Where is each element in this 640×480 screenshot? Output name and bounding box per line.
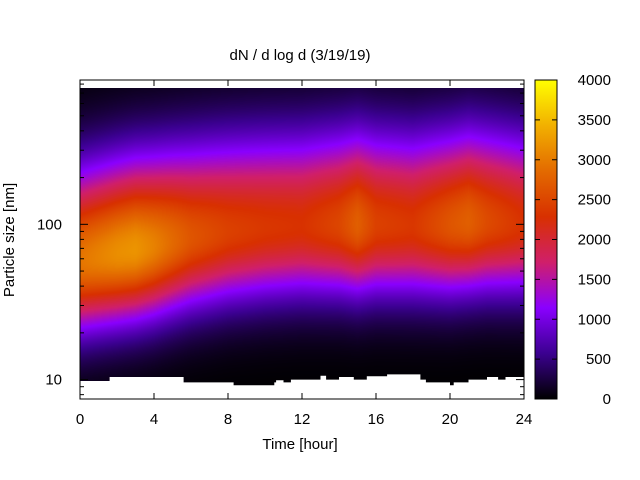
colorbar-gradient <box>535 80 557 399</box>
colorbar-tick-label: 500 <box>586 351 611 368</box>
x-tick-label: 16 <box>368 411 385 428</box>
lower-cutoff-mask <box>80 374 524 399</box>
colorbar: 0 500 1000 1500 2000 2500 3000 3500 4000 <box>534 72 611 408</box>
y-axis: 10 100 <box>37 83 524 396</box>
colorbar-tick-label: 3500 <box>578 112 611 129</box>
heatmap-image <box>80 88 524 399</box>
colorbar-tick-label: 2500 <box>578 192 611 209</box>
colorbar-tick-label: 2000 <box>578 232 611 249</box>
y-axis-label: Particle size [nm] <box>1 183 18 297</box>
x-tick-label: 12 <box>294 411 311 428</box>
chart-title: dN / d log d (3/19/19) <box>230 47 371 64</box>
colorbar-tick-label: 3000 <box>578 152 611 169</box>
colorbar-tick-label: 1500 <box>578 271 611 288</box>
x-tick-label: 24 <box>516 411 533 428</box>
y-tick-label: 100 <box>37 216 62 233</box>
x-tick-label: 8 <box>224 411 232 428</box>
heatmap-area <box>80 80 524 399</box>
x-tick-label: 4 <box>150 411 158 428</box>
x-tick-label: 20 <box>442 411 459 428</box>
x-tick-label: 0 <box>76 411 84 428</box>
x-axis-label: Time [hour] <box>262 436 337 453</box>
colorbar-tick-label: 0 <box>603 391 611 408</box>
colorbar-ticks: 0 500 1000 1500 2000 2500 3000 3500 4000 <box>535 72 611 408</box>
lower-cutoff-region <box>80 374 524 399</box>
colorbar-tick-label: 1000 <box>578 311 611 328</box>
colorbar-tick-label: 4000 <box>578 72 611 89</box>
y-tick-label: 10 <box>45 372 62 389</box>
x-axis: 0 4 8 12 16 20 24 <box>76 80 533 428</box>
